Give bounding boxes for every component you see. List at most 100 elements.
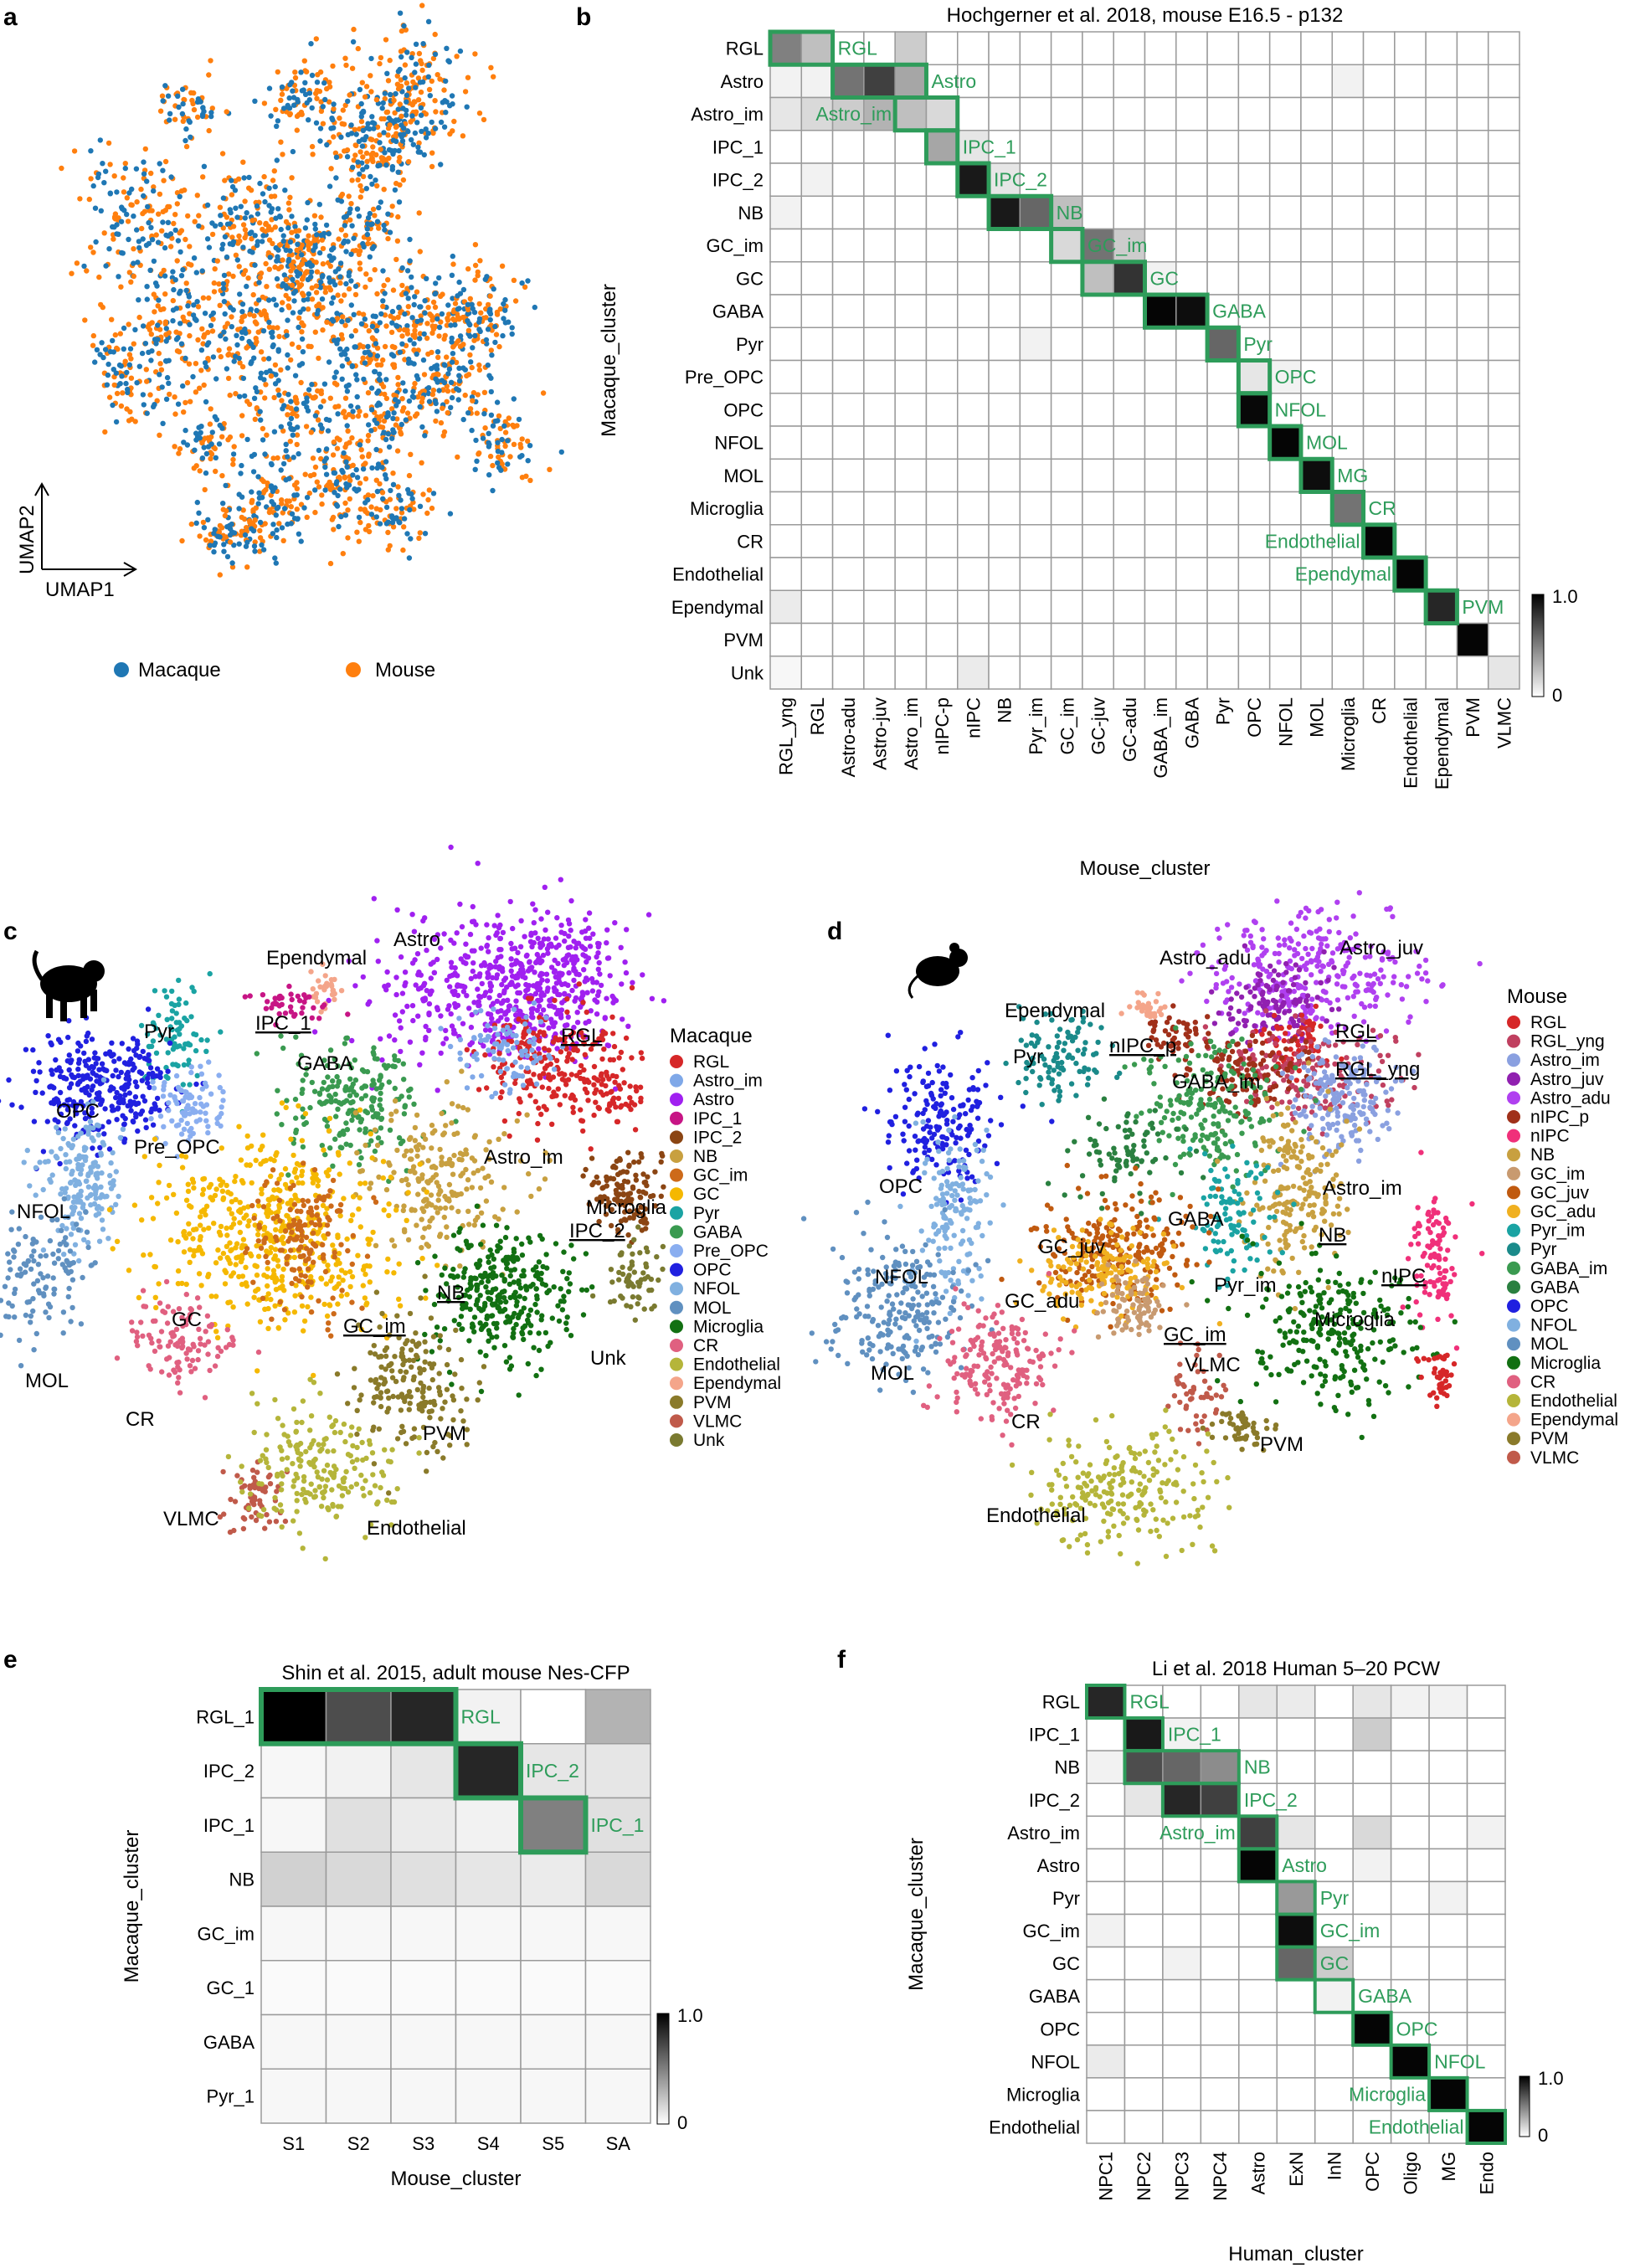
umap-a-point-macaque bbox=[353, 131, 359, 137]
heatmap-b-cell bbox=[957, 393, 990, 427]
umap-a-point-macaque bbox=[496, 465, 502, 471]
umap-a-point-macaque bbox=[192, 447, 198, 453]
heatmap-b-cell bbox=[1268, 261, 1302, 296]
umap-c-point bbox=[604, 1042, 610, 1048]
umap-c-point bbox=[358, 1155, 364, 1161]
heatmap-b-cell bbox=[1175, 656, 1208, 690]
heatmap-b-cell bbox=[957, 261, 990, 296]
umap-a-point-mouse bbox=[346, 285, 352, 292]
umap-a-point-mouse bbox=[389, 203, 395, 209]
umap-c-point bbox=[501, 988, 507, 994]
umap-c-point bbox=[172, 1094, 177, 1100]
umap-a-point-mouse bbox=[418, 313, 424, 319]
umap-a-point-mouse bbox=[447, 131, 453, 137]
heatmap-b-cell bbox=[1237, 31, 1271, 65]
umap-a-point-macaque bbox=[336, 266, 342, 272]
umap-a-point-macaque bbox=[406, 398, 413, 404]
heatmap-b-cell bbox=[1300, 327, 1334, 362]
heatmap-b-cell bbox=[894, 31, 928, 65]
heatmap-b-cell bbox=[988, 656, 1021, 690]
umap-a-point-mouse bbox=[298, 282, 305, 288]
umap-a-point-mouse bbox=[172, 116, 178, 122]
umap-c-point bbox=[525, 986, 531, 993]
heatmap-b-cell bbox=[831, 557, 865, 591]
umap-a-point-mouse bbox=[347, 496, 352, 502]
heatmap-b-cell bbox=[957, 458, 990, 493]
umap-c-point bbox=[543, 1107, 549, 1113]
umap-a-point-mouse bbox=[476, 111, 483, 116]
umap-a-point-mouse bbox=[286, 498, 292, 504]
umap-a-point-mouse bbox=[304, 514, 310, 520]
heatmap-b-row-label: PVM bbox=[723, 630, 764, 651]
umap-a-point-mouse bbox=[109, 316, 115, 322]
umap-a-point-macaque bbox=[254, 203, 260, 209]
umap-a-point-mouse bbox=[399, 113, 404, 119]
umap-a-point-macaque bbox=[284, 332, 290, 338]
umap-a-point-mouse bbox=[157, 361, 163, 367]
umap-c-point bbox=[570, 1109, 576, 1115]
umap-a-point-mouse bbox=[378, 155, 384, 161]
umap-a-point-mouse bbox=[412, 334, 418, 340]
umap-c-point bbox=[89, 1036, 95, 1042]
heatmap-b-cell bbox=[831, 656, 865, 690]
umap-a-point-macaque bbox=[275, 347, 281, 352]
heatmap-b-cell bbox=[1487, 557, 1520, 591]
umap-a-point-macaque bbox=[501, 316, 506, 321]
heatmap-b-cell bbox=[1300, 195, 1334, 230]
umap-c-point bbox=[363, 1108, 368, 1114]
umap-c-point bbox=[263, 1005, 270, 1011]
umap-a-point-macaque bbox=[409, 54, 414, 61]
umap-a-point-mouse bbox=[507, 454, 513, 460]
umap-a-point-macaque bbox=[223, 482, 229, 489]
umap-a-point-mouse bbox=[166, 330, 172, 336]
heatmap-b-cell bbox=[831, 294, 865, 328]
umap-a-point-mouse bbox=[269, 227, 275, 233]
heatmap-b-cell bbox=[957, 557, 990, 591]
umap-a-point-mouse bbox=[114, 390, 121, 397]
umap-a-point-macaque bbox=[285, 365, 291, 371]
umap-c-point bbox=[473, 1051, 480, 1057]
umap-a-point-macaque bbox=[399, 341, 405, 347]
umap-a-point-macaque bbox=[163, 358, 169, 364]
umap-a-point-macaque bbox=[257, 519, 264, 526]
umap-c-point bbox=[370, 1098, 376, 1104]
umap-c-point bbox=[324, 1087, 331, 1093]
umap-a-point-macaque bbox=[362, 360, 368, 366]
umap-c-point bbox=[500, 929, 506, 936]
umap-a-point-macaque bbox=[354, 206, 361, 212]
umap-a-point-macaque bbox=[397, 10, 404, 16]
umap-a-point-macaque bbox=[323, 455, 329, 461]
umap-a-point-mouse bbox=[370, 493, 376, 499]
panel-a: a UMAP2 UMAP1 Macaque Mouse bbox=[3, 3, 564, 681]
umap-a-point-mouse bbox=[100, 304, 106, 311]
umap-c-point bbox=[594, 1011, 600, 1017]
umap-a-point-macaque bbox=[244, 436, 250, 443]
umap-a-point-mouse bbox=[242, 198, 248, 204]
heatmap-b-cell bbox=[1487, 327, 1520, 362]
umap-c-point bbox=[485, 1022, 491, 1029]
umap-a-point-mouse bbox=[337, 116, 342, 121]
heatmap-b-cell bbox=[1237, 228, 1271, 263]
umap-a-point-macaque bbox=[278, 467, 284, 473]
heatmap-b-cell bbox=[1487, 64, 1520, 99]
umap-a-point-macaque bbox=[146, 219, 152, 226]
umap-c-point bbox=[197, 1094, 203, 1101]
umap-a-point-mouse bbox=[357, 506, 363, 512]
umap-c-point bbox=[541, 1031, 548, 1038]
umap-a-point-mouse bbox=[481, 116, 487, 123]
umap-a-point-macaque bbox=[449, 359, 455, 365]
heatmap-b-cell bbox=[988, 458, 1021, 493]
umap-a-point-macaque bbox=[234, 257, 240, 263]
heatmap-b-cell bbox=[1113, 294, 1146, 328]
umap-a-point-macaque bbox=[177, 288, 183, 294]
umap-a-point-macaque bbox=[103, 263, 109, 269]
umap-a-point-macaque bbox=[389, 167, 395, 172]
umap-a-point-macaque bbox=[88, 148, 94, 154]
umap-a-point-macaque bbox=[276, 392, 282, 398]
umap-a-point-macaque bbox=[95, 171, 102, 177]
umap-c-point bbox=[6, 1077, 12, 1083]
umap-c-point bbox=[448, 1011, 454, 1017]
heatmap-b-cell bbox=[894, 589, 928, 625]
umap-a-point-macaque bbox=[224, 366, 230, 372]
heatmap-b-cell bbox=[1206, 31, 1240, 65]
